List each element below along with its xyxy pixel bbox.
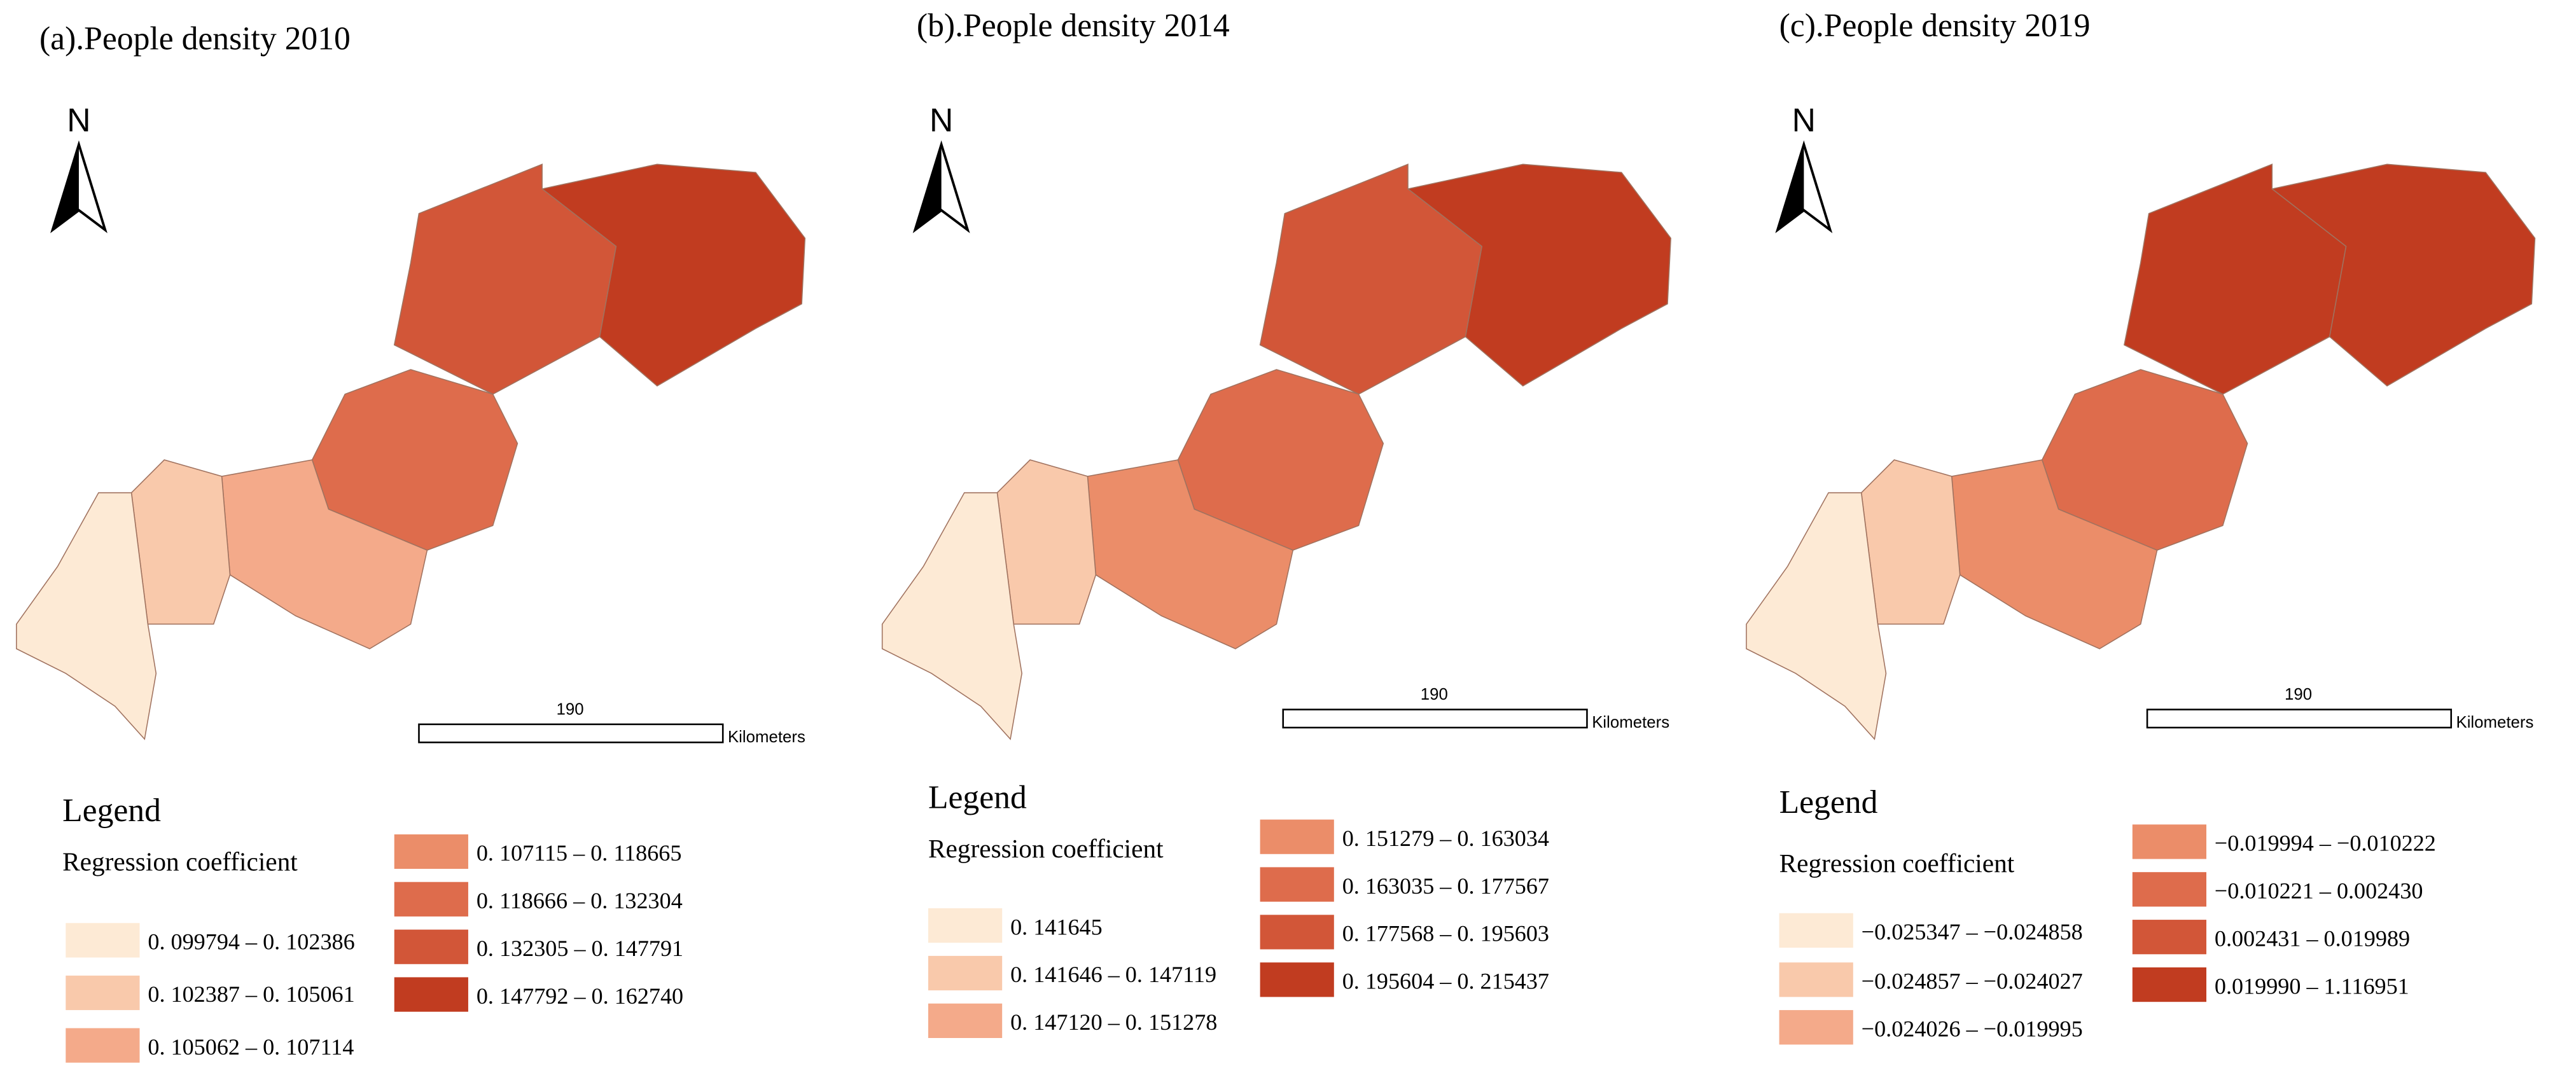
legend-label: 0. 118666 – 0. 132304 xyxy=(477,888,683,913)
legend-swatch xyxy=(1779,1010,1853,1045)
legend-label: 0. 107115 – 0. 118665 xyxy=(477,840,682,866)
legend-label: 0. 105062 – 0. 107114 xyxy=(148,1034,354,1060)
panel-title: (c).People density 2019 xyxy=(1779,8,2091,44)
legend-subtitle: Regression coefficient xyxy=(62,847,298,876)
legend-label: 0. 177568 – 0. 195603 xyxy=(1342,921,1549,946)
scale-bar xyxy=(418,723,724,744)
region xyxy=(1087,459,1294,649)
legend-swatch xyxy=(2132,920,2206,955)
legend-swatch xyxy=(928,955,1003,991)
map-panel: (b).People density 2014 N 190 Kilometers Leg… xyxy=(881,8,1671,1038)
panel-title: (a).People density 2010 xyxy=(39,20,351,57)
legend-swatch xyxy=(1260,819,1334,854)
north-arrow-fill xyxy=(1778,144,1804,230)
legend-label: −0.010221 – 0.002430 xyxy=(2215,878,2423,904)
legend-label: 0. 141646 – 0. 147119 xyxy=(1010,962,1216,987)
scale-unit: Kilometers xyxy=(2456,714,2533,731)
legend-swatch xyxy=(394,929,468,964)
legend-swatch xyxy=(928,908,1003,943)
region xyxy=(130,459,231,625)
legend-swatch xyxy=(2132,872,2206,907)
scale-bar xyxy=(1282,709,1588,729)
legend-swatch xyxy=(2132,967,2206,1002)
scale-unit: Kilometers xyxy=(1592,714,1669,731)
legend-swatch xyxy=(1260,915,1334,950)
legend-label: 0. 163035 – 0. 177567 xyxy=(1342,873,1549,899)
legend-label: −0.019994 – −0.010222 xyxy=(2215,831,2436,856)
scale-bar xyxy=(2146,709,2453,729)
legend-swatch xyxy=(394,834,468,869)
region xyxy=(1746,492,1887,740)
north-label: N xyxy=(67,102,90,139)
legend-label: 0.019990 – 1.116951 xyxy=(2215,973,2409,999)
region xyxy=(881,492,1022,740)
region xyxy=(393,163,617,395)
legend-label: 0. 099794 – 0. 102386 xyxy=(148,929,354,955)
region xyxy=(1951,459,2158,649)
north-label: N xyxy=(929,102,953,139)
legend-label: 0. 147120 – 0. 151278 xyxy=(1010,1009,1217,1035)
legend-title: Legend xyxy=(928,779,1027,815)
legend-label: −0.024857 – −0.024027 xyxy=(1862,969,2083,994)
region xyxy=(16,492,157,740)
legend-label: 0. 132305 – 0. 147791 xyxy=(477,936,683,961)
legend-swatch xyxy=(394,977,468,1012)
legend-swatch xyxy=(66,975,140,1011)
map-panel: (a).People density 2010 N 190 Kilometers Leg… xyxy=(16,20,806,1063)
region xyxy=(221,459,428,649)
legend-subtitle: Regression coefficient xyxy=(928,834,1164,863)
legend-swatch xyxy=(928,1003,1003,1038)
region xyxy=(1860,459,1961,625)
legend-title: Legend xyxy=(1779,784,1878,820)
scale-label: 190 xyxy=(2285,686,2312,703)
north-label: N xyxy=(1792,102,1816,139)
legend-swatch xyxy=(1779,913,1853,948)
legend-label: 0. 102387 – 0. 105061 xyxy=(148,981,354,1007)
region xyxy=(1259,163,1483,395)
legend-swatch xyxy=(1779,962,1853,997)
legend-swatch xyxy=(66,923,140,958)
legend-label: 0.002431 – 0.019989 xyxy=(2215,925,2410,951)
scale-label: 190 xyxy=(557,700,584,718)
legend-swatch xyxy=(394,882,468,917)
legend-swatch xyxy=(1260,962,1334,997)
panel-title: (b).People density 2014 xyxy=(917,8,1230,44)
scale-unit: Kilometers xyxy=(728,728,805,746)
legend-label: 0. 141645 xyxy=(1010,914,1103,939)
legend-label: −0.025347 – −0.024858 xyxy=(1862,919,2083,945)
map-panel: (c).People density 2019 N 190 Kilometers Leg… xyxy=(1746,8,2536,1045)
legend-swatch xyxy=(2132,824,2206,859)
scale-label: 190 xyxy=(1421,686,1448,703)
north-arrow-fill xyxy=(52,144,79,230)
legend-swatch xyxy=(66,1028,140,1063)
legend-label: 0. 147792 – 0. 162740 xyxy=(477,983,683,1009)
legend-label: 0. 151279 – 0. 163034 xyxy=(1342,826,1549,851)
legend-subtitle: Regression coefficient xyxy=(1779,848,2015,878)
legend-swatch xyxy=(1260,867,1334,902)
legend-title: Legend xyxy=(62,793,161,829)
region xyxy=(2123,163,2347,395)
legend-label: 0. 195604 – 0. 215437 xyxy=(1342,969,1549,994)
region xyxy=(996,459,1097,625)
legend-label: −0.024026 – −0.019995 xyxy=(1862,1016,2083,1041)
north-arrow-fill xyxy=(915,144,942,230)
